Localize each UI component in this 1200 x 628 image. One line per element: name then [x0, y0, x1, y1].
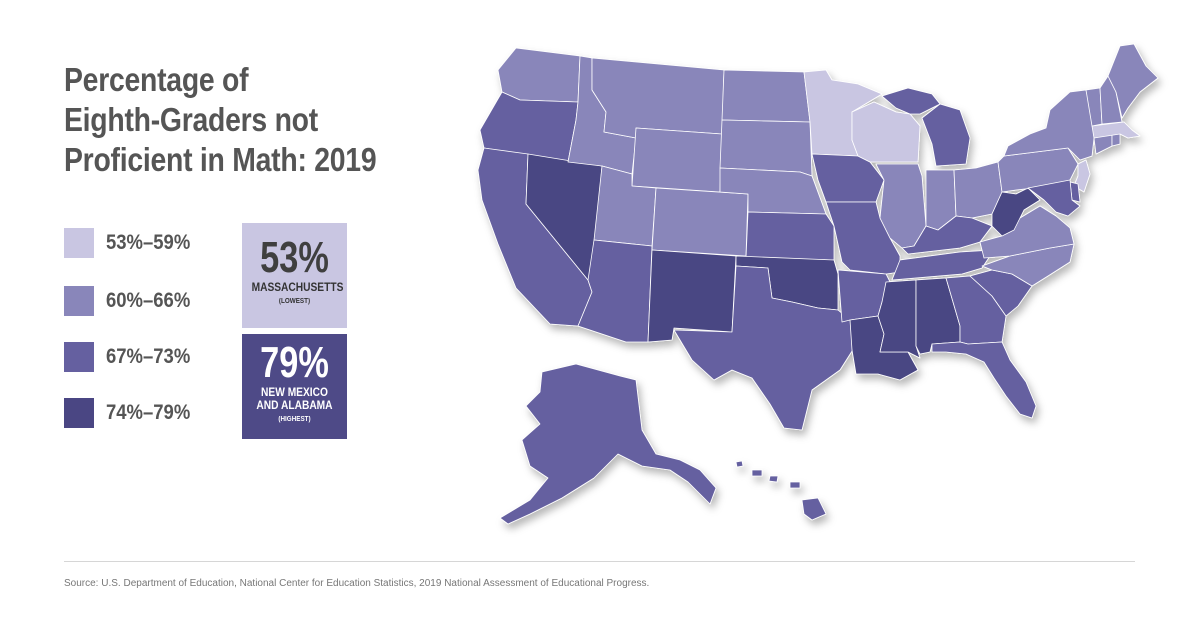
state-nm	[647, 249, 737, 343]
legend-label: 74%–79%	[106, 401, 191, 424]
legend-item-74-79: 74%–79%	[64, 398, 234, 430]
title-line-1: Percentage of	[64, 61, 249, 98]
legend-label: 60%–66%	[106, 289, 191, 312]
highest-note: (HIGHEST)	[278, 416, 311, 423]
title-line-2: Eighth-Graders not	[64, 101, 318, 138]
highest-value: 79%	[260, 338, 329, 387]
state-nd	[721, 69, 811, 123]
source-note: Source: U.S. Department of Education, Na…	[64, 578, 650, 589]
title-line-3: Proficient in Math: 2019	[64, 141, 377, 178]
legend-label: 67%–73%	[106, 345, 191, 368]
highest-callout: 79% NEW MEXICO AND ALABAMA (HIGHEST)	[242, 334, 347, 439]
legend-swatch	[64, 342, 94, 372]
footer-divider	[64, 561, 1135, 562]
state-ms	[877, 279, 921, 359]
state-wa	[497, 47, 581, 103]
highest-states: NEW MEXICO AND ALABAMA	[256, 385, 333, 412]
state-wy	[631, 127, 723, 193]
state-ri	[1111, 133, 1121, 147]
state-ky	[901, 215, 993, 255]
legend-swatch	[64, 228, 94, 258]
state-ma	[1091, 121, 1141, 139]
legend-swatch	[64, 398, 94, 428]
lowest-value: 53%	[260, 233, 329, 282]
state-md	[1027, 179, 1081, 217]
chart-title: Percentage of Eighth-Graders not Profici…	[64, 60, 377, 180]
lowest-callout: 53% MASSACHUSETTS (LOWEST)	[242, 223, 347, 328]
state-mi	[881, 87, 971, 167]
state-tn	[891, 249, 995, 281]
state-tx	[673, 265, 855, 431]
legend-item-67-73: 67%–73%	[64, 342, 234, 374]
us-choropleth-map	[477, 43, 1159, 525]
state-mt	[591, 57, 725, 139]
legend-swatch	[64, 286, 94, 316]
legend-item-60-66: 60%–66%	[64, 286, 234, 318]
state-ak	[499, 363, 717, 525]
state-fl	[931, 341, 1037, 419]
state-co	[651, 187, 749, 257]
state-ny	[1003, 89, 1095, 161]
legend-label: 53%–59%	[106, 231, 191, 254]
lowest-state: MASSACHUSETTS	[251, 280, 344, 294]
state-ks	[745, 211, 835, 261]
lowest-note: (LOWEST)	[278, 298, 311, 305]
state-me	[1107, 43, 1159, 119]
state-hi	[735, 460, 827, 521]
state-sd	[719, 119, 813, 177]
legend-item-53-59: 53%–59%	[64, 228, 234, 260]
state-nh	[1099, 75, 1123, 125]
state-wv	[991, 187, 1041, 237]
state-wi	[851, 101, 921, 163]
